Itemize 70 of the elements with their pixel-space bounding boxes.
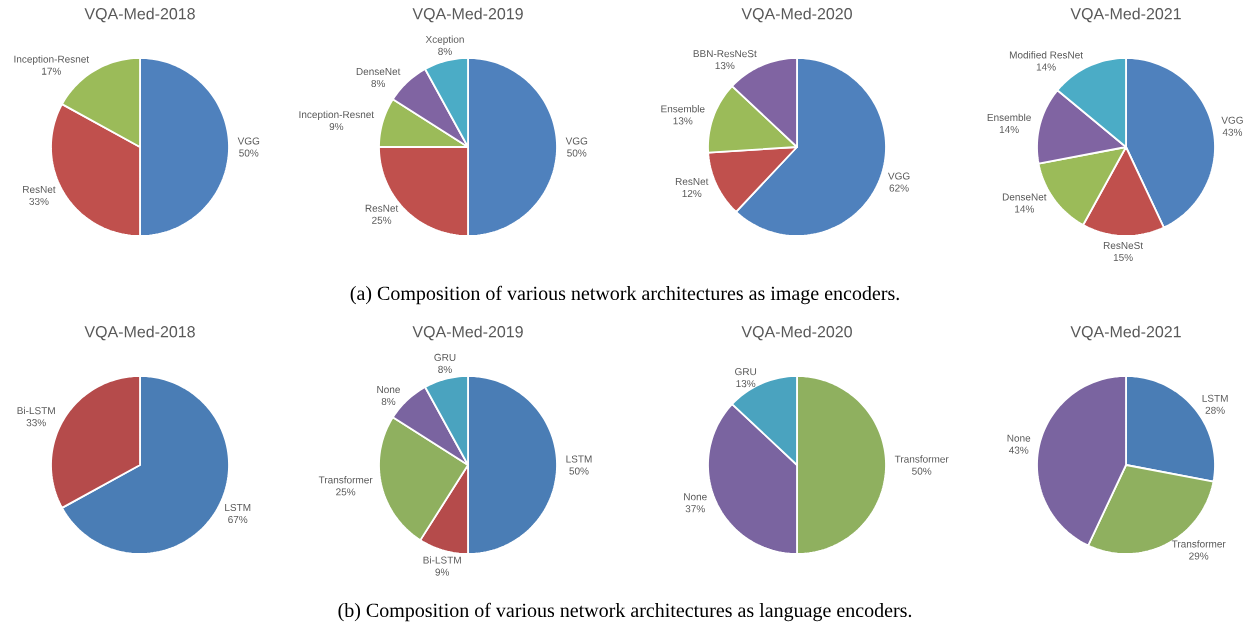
slice-label: Transformer (318, 476, 373, 484)
slice-label: VGG (1221, 116, 1243, 124)
slice-label: BBN-ResNeSt (693, 50, 757, 58)
slice-label: ResNet (675, 178, 709, 186)
slice-label: LSTM (1202, 394, 1228, 402)
text: (b) Composition of various network architectures as language encoders. (338, 602, 912, 622)
slice-label: Transformer (894, 455, 949, 463)
data-label: 14% (999, 125, 1019, 133)
data-label: 12% (682, 189, 702, 198)
data-label: 8% (438, 47, 452, 55)
chart-title: VQA-Med-2019 (412, 325, 523, 341)
slice-label: Inception-Resnet (14, 55, 90, 65)
data-label: 15% (1113, 253, 1133, 261)
slice-label: GRU (434, 353, 456, 361)
slice-label: LSTM (566, 455, 592, 463)
slice-label: VGG (565, 137, 588, 145)
slice-label: Bi-LSTM (17, 406, 55, 415)
data-label: 29% (1189, 552, 1209, 560)
slice-label: DenseNet (1002, 193, 1047, 201)
data-label: 43% (1222, 128, 1243, 136)
slice-label: None (684, 493, 707, 501)
slice-label: LSTM (225, 503, 251, 512)
data-label: 8% (438, 365, 452, 373)
slice-label: None (1007, 434, 1031, 442)
chart-title: VQA-Med-2018 (84, 325, 195, 341)
data-label: 50% (239, 149, 259, 157)
data-label: 25% (336, 488, 356, 496)
slice-label: ResNet (365, 204, 399, 212)
chart-title: VQA-Med-2020 (741, 7, 852, 23)
data-label: 28% (1205, 406, 1225, 414)
data-label: 33% (26, 419, 46, 427)
data-label: 8% (381, 397, 396, 406)
slice-label: Transformer (1171, 540, 1226, 548)
slice-label: Inception-Resnet (299, 110, 375, 121)
chart-title: VQA-Med-2018 (84, 7, 195, 23)
text: (a) Composition of various network architectures as image encoders. (350, 285, 899, 305)
slice-label: ResNet (23, 186, 56, 193)
slice-label: Bi-LSTM (423, 556, 461, 564)
data-label: 9% (329, 123, 344, 131)
data-label: 50% (567, 149, 587, 157)
data-label: 13% (673, 117, 693, 125)
slice-label: Modified ResNet (1009, 51, 1083, 59)
data-label: 43% (1008, 446, 1029, 454)
data-label: 13% (715, 62, 735, 70)
data-label: 9% (435, 568, 450, 576)
data-label: 17% (42, 67, 61, 75)
data-label: 37% (685, 505, 705, 513)
chart-title: VQA-Med-2021 (1070, 7, 1181, 23)
data-label: 8% (371, 79, 386, 88)
slice-label: Xception (425, 35, 464, 45)
data-label: 67% (228, 515, 248, 524)
slice-label: Ensemble (661, 105, 705, 113)
chart-title: VQA-Med-2019 (412, 7, 523, 23)
slice-label: None (377, 386, 400, 394)
data-label: 13% (736, 380, 756, 388)
slice-label: VGG (887, 172, 910, 180)
data-label: 50% (569, 467, 589, 475)
chart-title: VQA-Med-2021 (1070, 325, 1181, 341)
slice-label: Ensemble (987, 113, 1031, 122)
data-label: 33% (29, 197, 49, 205)
data-label: 25% (372, 216, 392, 224)
data-label: 14% (1036, 63, 1056, 71)
slice-label: ResNeSt (1103, 241, 1144, 249)
slice-label: DenseNet (356, 68, 401, 76)
chart-title: VQA-Med-2020 (741, 325, 852, 341)
data-label: 62% (889, 184, 909, 192)
data-label: 14% (1015, 205, 1034, 213)
slice-label: VGG (237, 137, 260, 145)
slice-label: GRU (735, 368, 757, 376)
data-label: 50% (912, 467, 932, 475)
